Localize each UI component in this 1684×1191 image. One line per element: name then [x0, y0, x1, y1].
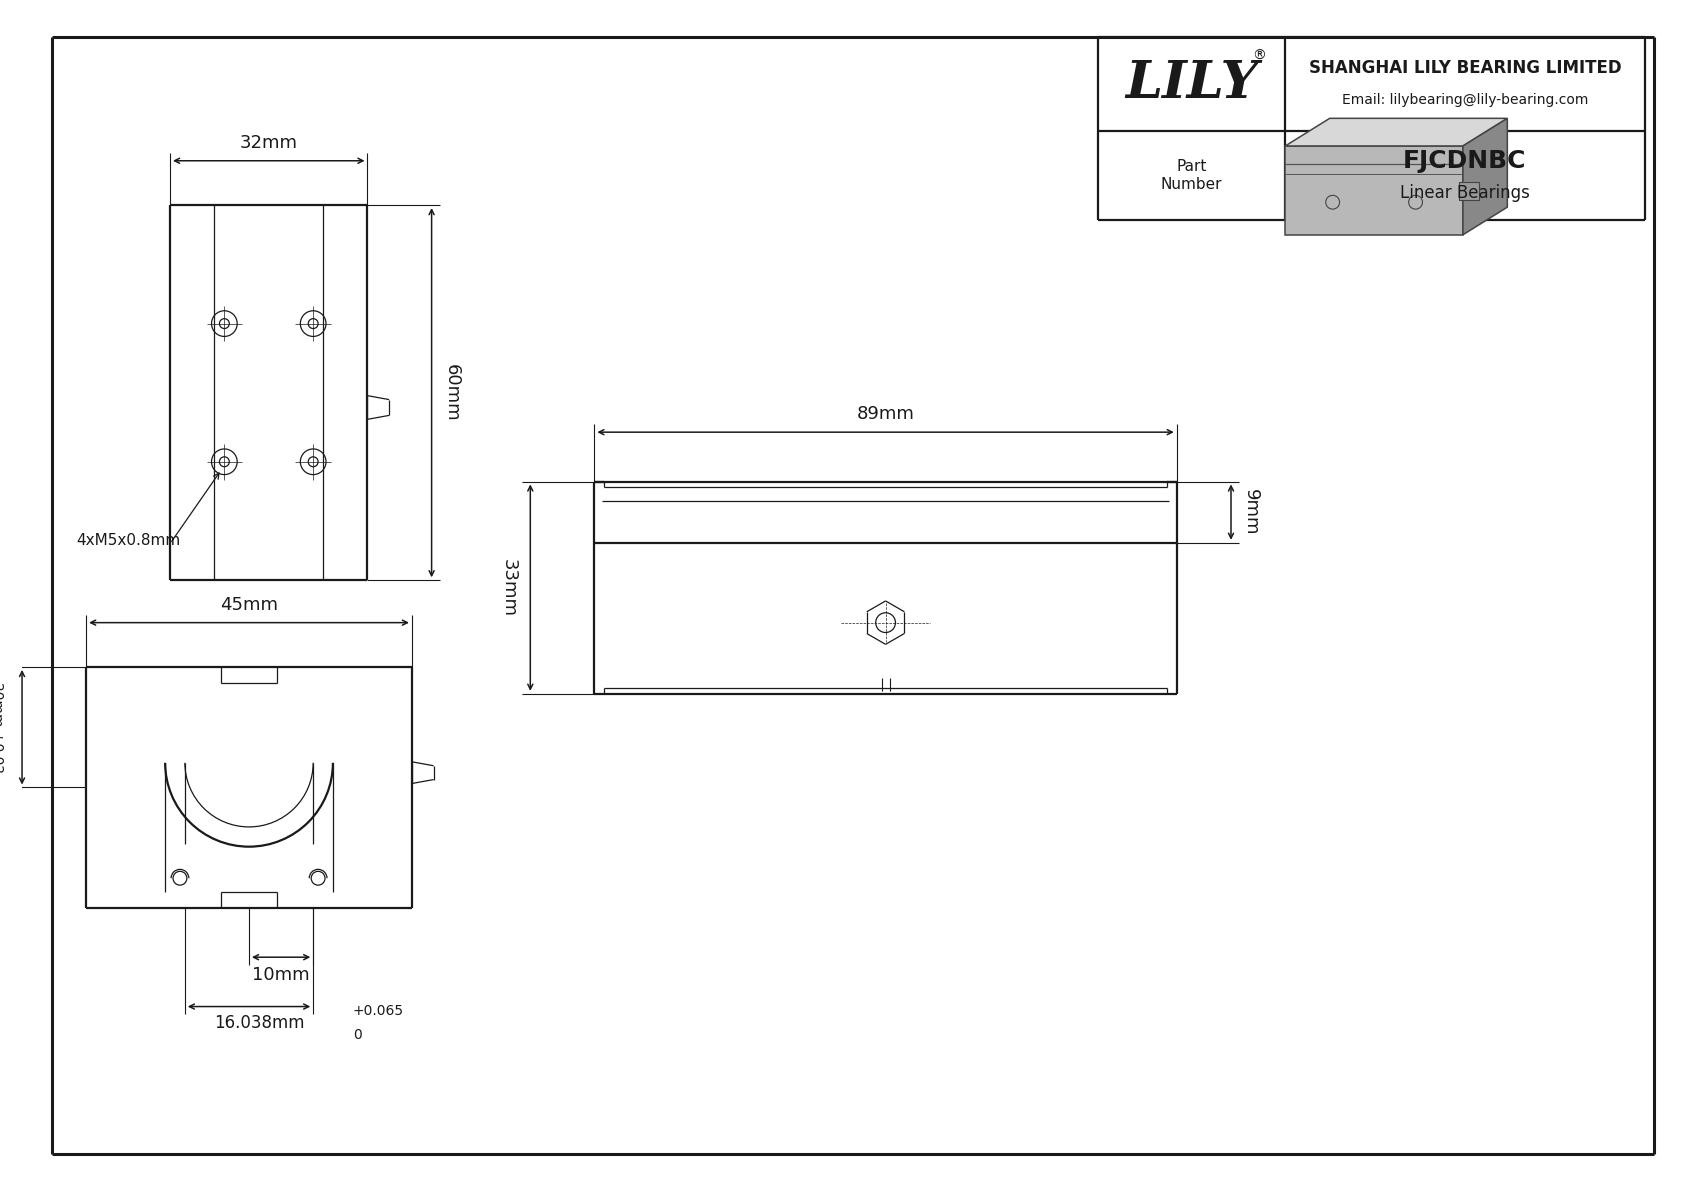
Text: 20mm ±0.02: 20mm ±0.02 — [0, 681, 5, 773]
Bar — [1458, 182, 1479, 200]
Text: LILY: LILY — [1125, 58, 1258, 110]
Text: Email: lilybearing@lily-bearing.com: Email: lilybearing@lily-bearing.com — [1342, 93, 1588, 106]
Text: Linear Bearings: Linear Bearings — [1399, 185, 1529, 202]
Text: ®: ® — [1251, 49, 1266, 63]
Text: 60mm: 60mm — [443, 364, 460, 422]
Text: +0.065: +0.065 — [352, 1004, 404, 1018]
Text: 45mm: 45mm — [221, 596, 278, 613]
Text: SHANGHAI LILY BEARING LIMITED: SHANGHAI LILY BEARING LIMITED — [1308, 60, 1622, 77]
Polygon shape — [1463, 118, 1507, 235]
Text: 0: 0 — [352, 1028, 362, 1042]
Text: 89mm: 89mm — [857, 405, 914, 424]
Text: 33mm: 33mm — [500, 559, 517, 617]
Text: 16.038mm: 16.038mm — [214, 1015, 305, 1033]
Polygon shape — [1285, 118, 1507, 146]
Text: Part
Number: Part Number — [1160, 160, 1223, 192]
Text: FJCDNBC: FJCDNBC — [1403, 149, 1527, 173]
Text: 32mm: 32mm — [239, 135, 298, 152]
Text: 4xM5x0.8mm: 4xM5x0.8mm — [76, 534, 180, 548]
Text: 9mm: 9mm — [1241, 488, 1260, 536]
Text: 10mm: 10mm — [253, 966, 310, 984]
Polygon shape — [1285, 146, 1463, 235]
